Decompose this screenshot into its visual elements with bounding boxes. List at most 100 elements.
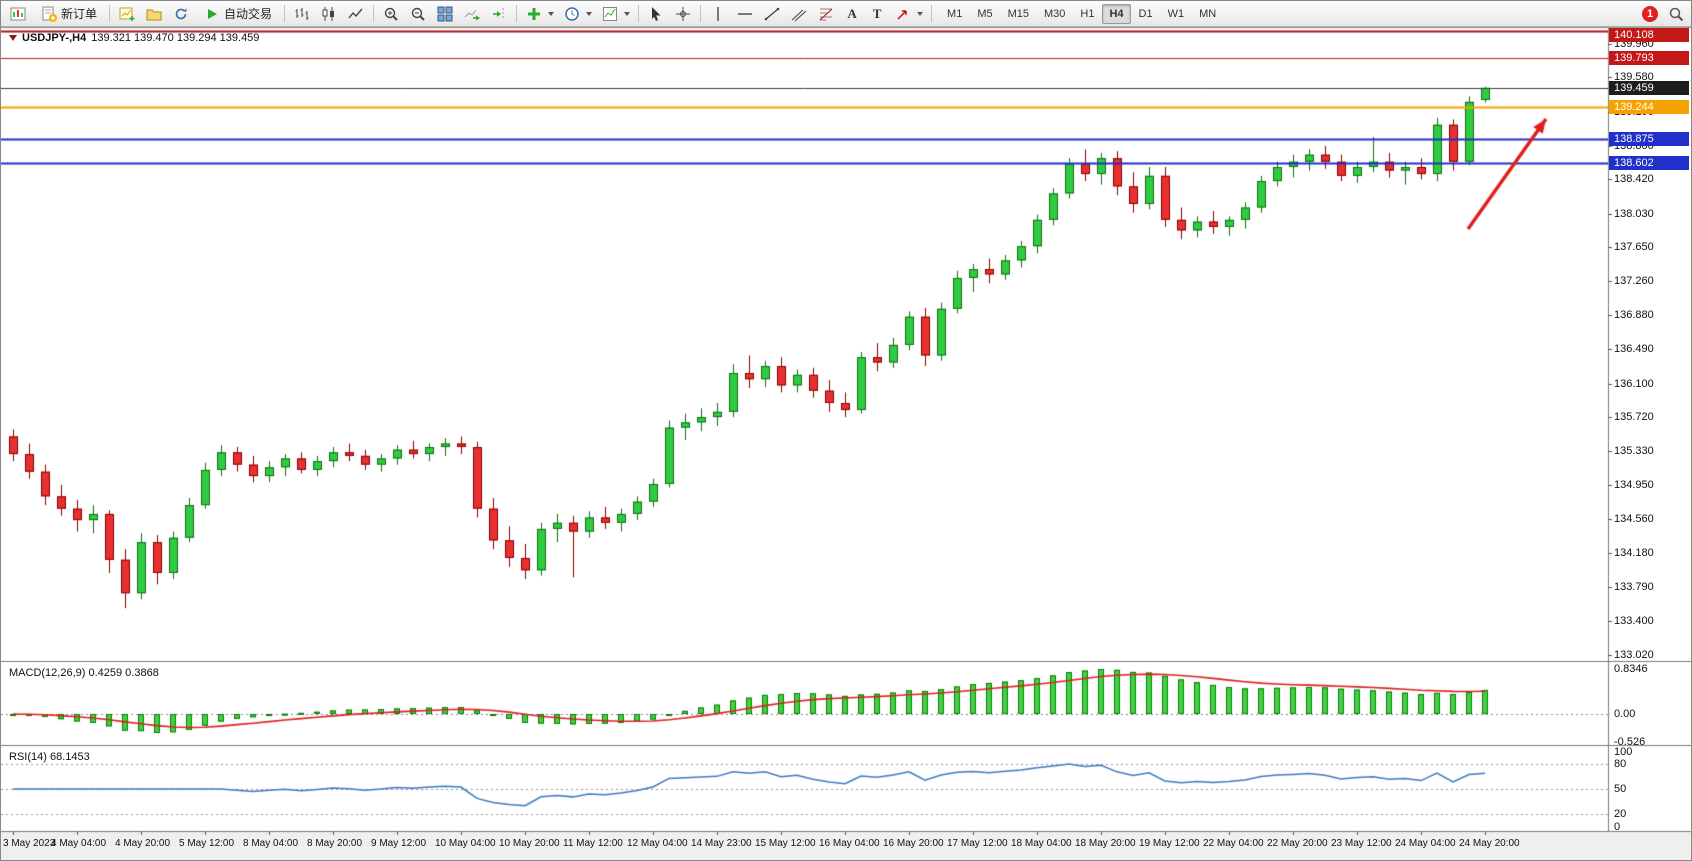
- toolbar-separator: [284, 5, 286, 22]
- zoom-in-icon[interactable]: [378, 3, 404, 25]
- new-order-icon: [42, 6, 57, 22]
- price-axis-tick: 136.490: [1614, 343, 1654, 356]
- time-axis-tick: 12 May 04:00: [627, 838, 688, 849]
- rsi-axis-tick: 0: [1614, 821, 1621, 833]
- timeframe-button-m15[interactable]: M15: [1007, 7, 1029, 20]
- zoom-out-icon[interactable]: [405, 3, 431, 25]
- price-level-chip: 139.793: [1609, 51, 1689, 66]
- main-toolbar: 新订单 自动交易: [1, 1, 1691, 27]
- add-indicator-icon[interactable]: [521, 3, 558, 25]
- label-tool-icon[interactable]: T: [872, 5, 882, 21]
- auto-scroll-icon[interactable]: [459, 3, 485, 25]
- autotrading-button[interactable]: 自动交易: [195, 3, 280, 25]
- price-level-chip: 140.108: [1609, 28, 1689, 42]
- time-axis-tick: 10 May 04:00: [435, 838, 496, 849]
- toolbar-separator: [109, 5, 111, 22]
- time-axis-tick: 11 May 12:00: [563, 838, 623, 849]
- price-level-chip: 139.244: [1609, 99, 1689, 114]
- time-axis-tick: 4 May 20:00: [115, 838, 171, 849]
- price-level-chip: 138.875: [1609, 132, 1689, 147]
- new-chart-icon[interactable]: [114, 3, 140, 25]
- price-axis-tick: 135.330: [1614, 445, 1654, 458]
- search-icon[interactable]: [1663, 3, 1689, 25]
- profiles-icon[interactable]: [141, 3, 167, 25]
- tile-windows-icon[interactable]: [432, 3, 458, 25]
- timeframe-button-m1[interactable]: M1: [947, 7, 963, 20]
- price-level-chip: 139.459: [1609, 80, 1689, 95]
- toolbar-separator: [373, 5, 375, 22]
- price-axis-tick: 136.880: [1614, 308, 1654, 321]
- rsi-indicator-label: RSI(14) 68.1453: [9, 751, 90, 763]
- cursor-icon[interactable]: [643, 3, 669, 25]
- price-axis-tick: 133.790: [1614, 581, 1654, 594]
- time-axis-tick: 24 May 20:00: [1459, 838, 1520, 849]
- time-axis-tick: 4 May 04:00: [51, 838, 107, 849]
- candlestick-chart-icon[interactable]: [316, 3, 342, 25]
- chart-symbol-period: USDJPY-,H4: [22, 32, 87, 44]
- timeframe-button-m5[interactable]: M5: [977, 7, 993, 20]
- time-axis-tick: 18 May 04:00: [1011, 838, 1072, 849]
- price-axis-tick: 138.030: [1614, 207, 1654, 220]
- line-chart-icon[interactable]: [343, 3, 369, 25]
- price-axis-tick: 139.580: [1614, 71, 1654, 84]
- chart-menu-icon[interactable]: [9, 35, 17, 41]
- time-axis-tick: 17 May 12:00: [947, 838, 1008, 849]
- timeframe-button-mn[interactable]: MN: [1199, 7, 1217, 20]
- toolbar-separator: [931, 5, 933, 22]
- channel-tool-icon[interactable]: [786, 3, 812, 25]
- timeframe-button-w1[interactable]: W1: [1167, 7, 1185, 20]
- new-order-button[interactable]: 新订单: [32, 3, 105, 25]
- vertical-line-tool-icon[interactable]: [705, 3, 731, 25]
- time-axis-tick: 16 May 04:00: [819, 838, 880, 849]
- horizontal-line-tool-icon[interactable]: [732, 3, 758, 25]
- toolbar-separator: [638, 5, 640, 22]
- autotrading-play-icon: [208, 8, 218, 19]
- time-axis-tick: 15 May 12:00: [755, 838, 816, 849]
- dropdown-caret-icon: [917, 11, 924, 16]
- time-axis-tick: 9 May 12:00: [371, 838, 427, 849]
- rsi-axis-tick: 100: [1614, 746, 1633, 758]
- time-axis-tick: 22 May 20:00: [1267, 838, 1328, 849]
- timeframe-button-h1[interactable]: H1: [1080, 7, 1095, 20]
- time-axis-tick: 3 May 2023: [3, 838, 56, 849]
- dropdown-caret-icon: [624, 11, 631, 16]
- timeframe-button-m30[interactable]: M30: [1044, 7, 1066, 20]
- time-axis-tick: 8 May 04:00: [243, 838, 299, 849]
- fibonacci-tool-icon[interactable]: [813, 3, 839, 25]
- notifications-badge[interactable]: 1: [1642, 5, 1658, 22]
- crosshair-icon[interactable]: [670, 3, 696, 25]
- templates-icon[interactable]: [597, 3, 634, 25]
- chart-window-icon[interactable]: [5, 3, 31, 25]
- time-axis-tick: 14 May 23:00: [691, 838, 752, 849]
- toolbar-separator: [516, 5, 518, 22]
- time-axis-tick: 24 May 04:00: [1395, 838, 1456, 849]
- new-order-label: 新订单: [61, 7, 98, 21]
- trendline-tool-icon[interactable]: [759, 3, 785, 25]
- macd-axis-tick: 0.00: [1614, 708, 1636, 720]
- price-axis-tick: 137.650: [1614, 241, 1654, 254]
- macd-indicator-label: MACD(12,26,9) 0.4259 0.3868: [9, 667, 159, 679]
- time-axis-tick: 8 May 20:00: [307, 838, 363, 849]
- toolbar-separator: [700, 5, 702, 22]
- autotrading-label: 自动交易: [224, 7, 273, 21]
- arrows-tool-icon[interactable]: [890, 3, 927, 25]
- chart-shift-icon[interactable]: [486, 3, 512, 25]
- timeframe-button-d1[interactable]: D1: [1138, 7, 1153, 20]
- price-axis-tick: 138.420: [1614, 173, 1654, 186]
- timeframe-button-group: M1 M5 M15 M30 H1 H4 D1 W1 MN: [940, 3, 1223, 24]
- bar-chart-icon[interactable]: [289, 3, 315, 25]
- chart-ohlc-values: 139.321 139.470 139.294 139.459: [91, 32, 260, 44]
- periods-icon[interactable]: [559, 3, 596, 25]
- time-axis-tick: 22 May 04:00: [1203, 838, 1264, 849]
- text-tool-icon[interactable]: A: [847, 5, 857, 21]
- macd-axis-tick: 0.8346: [1614, 663, 1648, 675]
- refresh-icon[interactable]: [168, 3, 194, 25]
- price-axis-tick: 133.400: [1614, 615, 1654, 628]
- dropdown-caret-icon: [548, 11, 555, 16]
- timeframe-button-h4[interactable]: H4: [1102, 3, 1131, 24]
- time-axis-tick: 19 May 12:00: [1139, 838, 1200, 849]
- price-axis-tick: 135.720: [1614, 411, 1654, 424]
- price-axis-tick: 137.260: [1614, 275, 1654, 288]
